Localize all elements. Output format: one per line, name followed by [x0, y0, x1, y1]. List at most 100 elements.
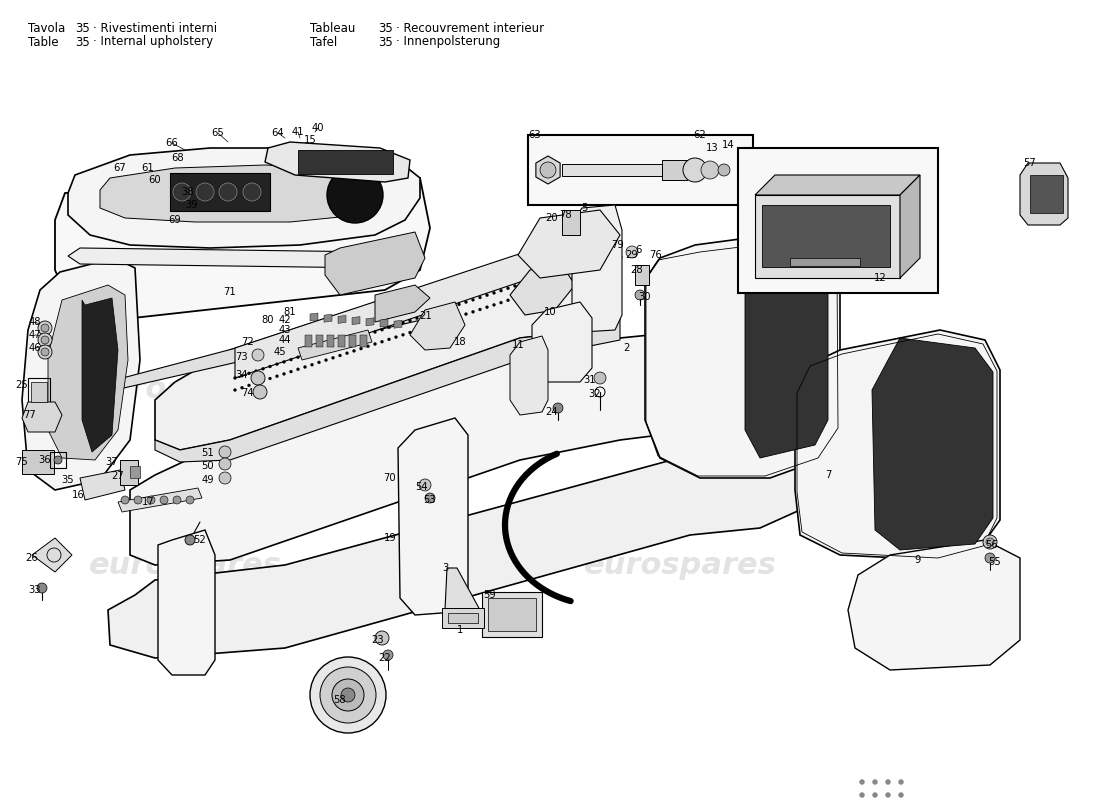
Polygon shape: [265, 142, 410, 182]
Circle shape: [262, 379, 264, 382]
Circle shape: [886, 779, 891, 785]
Text: 21: 21: [419, 311, 432, 321]
Circle shape: [514, 285, 517, 287]
Text: 72: 72: [242, 337, 254, 347]
Text: 66: 66: [166, 138, 178, 148]
Circle shape: [219, 446, 231, 458]
Circle shape: [605, 266, 607, 270]
Circle shape: [520, 282, 524, 286]
Circle shape: [320, 667, 376, 723]
Circle shape: [304, 354, 307, 357]
Circle shape: [241, 374, 243, 378]
Text: 57: 57: [1024, 158, 1036, 168]
Polygon shape: [532, 302, 592, 382]
Circle shape: [506, 299, 509, 302]
Circle shape: [345, 340, 349, 342]
Bar: [170, 173, 270, 211]
Circle shape: [41, 336, 50, 344]
Circle shape: [464, 301, 468, 304]
Text: 53: 53: [424, 495, 437, 505]
Text: 48: 48: [29, 317, 42, 327]
Circle shape: [612, 264, 615, 267]
Circle shape: [341, 688, 355, 702]
Circle shape: [485, 294, 488, 297]
Bar: [338, 335, 345, 347]
Circle shape: [597, 257, 601, 260]
Circle shape: [262, 367, 264, 370]
Text: Tavola: Tavola: [28, 22, 65, 34]
Circle shape: [39, 321, 52, 335]
Bar: [488, 598, 536, 631]
Text: 12: 12: [873, 273, 887, 283]
Text: 41: 41: [292, 127, 305, 137]
Text: 38: 38: [182, 187, 195, 197]
Circle shape: [425, 493, 435, 503]
Circle shape: [626, 246, 638, 258]
Text: 2: 2: [623, 343, 629, 353]
Circle shape: [196, 183, 214, 201]
Circle shape: [594, 372, 606, 384]
Text: · Rivestimenti interni: · Rivestimenti interni: [94, 22, 217, 34]
Text: 60: 60: [148, 175, 162, 185]
Text: 39: 39: [186, 200, 198, 210]
Text: 27: 27: [111, 471, 124, 481]
Text: 50: 50: [201, 461, 214, 471]
Bar: [662, 160, 688, 180]
Circle shape: [472, 310, 474, 314]
Circle shape: [253, 385, 267, 399]
Text: 73: 73: [235, 352, 249, 362]
Polygon shape: [755, 195, 900, 278]
Circle shape: [374, 342, 376, 346]
Polygon shape: [510, 262, 575, 315]
Circle shape: [387, 326, 390, 329]
Circle shape: [899, 779, 903, 785]
Polygon shape: [155, 248, 620, 450]
Circle shape: [549, 273, 551, 276]
Circle shape: [233, 377, 236, 379]
Circle shape: [283, 360, 286, 363]
Circle shape: [310, 657, 386, 733]
Polygon shape: [68, 148, 420, 248]
Circle shape: [443, 307, 447, 310]
Circle shape: [506, 286, 509, 290]
Polygon shape: [130, 330, 760, 565]
Polygon shape: [55, 178, 430, 320]
Polygon shape: [100, 165, 378, 222]
Text: 47: 47: [29, 330, 42, 340]
Circle shape: [872, 779, 878, 785]
Text: 71: 71: [223, 287, 236, 297]
Text: 74: 74: [242, 388, 254, 398]
Polygon shape: [155, 258, 620, 462]
Polygon shape: [872, 338, 993, 550]
Polygon shape: [510, 336, 548, 415]
Text: 19: 19: [384, 533, 396, 543]
Circle shape: [360, 347, 363, 350]
Circle shape: [395, 323, 397, 326]
Text: 25: 25: [15, 380, 29, 390]
Text: 43: 43: [278, 325, 292, 335]
Polygon shape: [536, 156, 560, 184]
Text: Table: Table: [28, 35, 58, 49]
Bar: [130, 466, 140, 478]
Circle shape: [472, 298, 474, 302]
Text: 5: 5: [581, 203, 587, 213]
Polygon shape: [158, 530, 214, 675]
Circle shape: [327, 167, 383, 223]
Circle shape: [562, 280, 565, 283]
Circle shape: [381, 328, 384, 331]
Circle shape: [541, 275, 544, 278]
Text: 63: 63: [529, 130, 541, 140]
Circle shape: [352, 338, 355, 341]
Circle shape: [422, 314, 426, 318]
Text: · Internal upholstery: · Internal upholstery: [94, 35, 213, 49]
Circle shape: [339, 354, 341, 357]
Text: 31: 31: [584, 375, 596, 385]
Text: 13: 13: [706, 143, 718, 153]
Circle shape: [374, 330, 376, 334]
Circle shape: [248, 372, 251, 375]
Text: eurospares: eurospares: [89, 550, 282, 579]
Circle shape: [248, 384, 251, 387]
Polygon shape: [645, 235, 840, 478]
Circle shape: [458, 315, 461, 318]
Bar: [31, 382, 47, 402]
